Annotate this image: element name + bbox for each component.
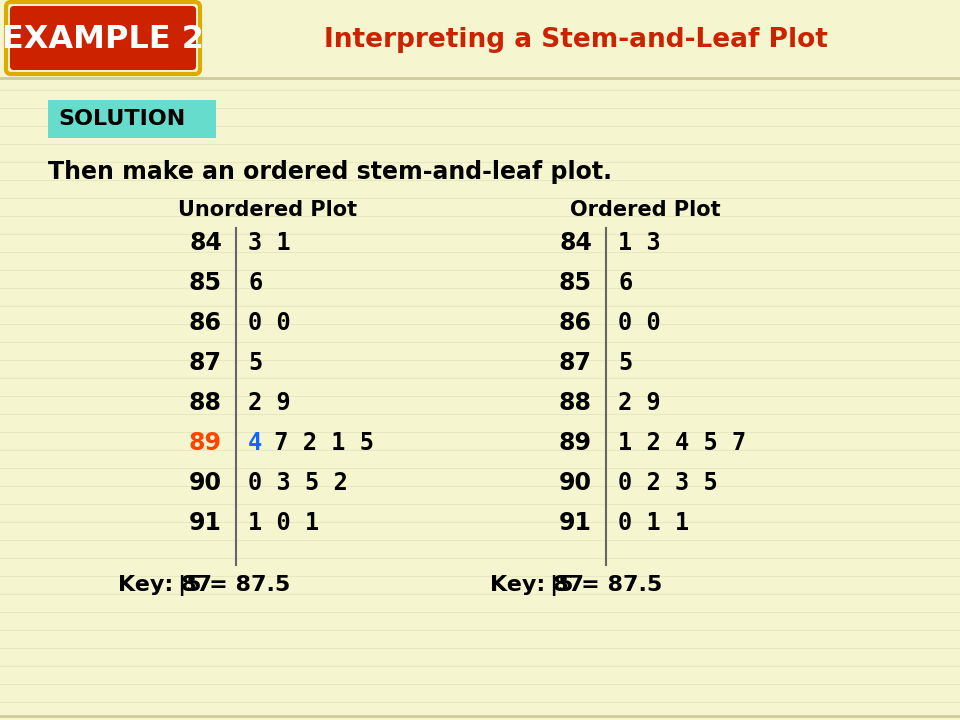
Text: 85: 85 [559,271,592,295]
Text: 5: 5 [248,351,262,375]
Text: 86: 86 [189,311,222,335]
Text: 84: 84 [559,231,592,255]
Text: 0 0: 0 0 [618,311,660,335]
Text: 0 2 3 5: 0 2 3 5 [618,471,718,495]
Text: 5 = 87.5: 5 = 87.5 [559,575,662,595]
Text: 7 2 1 5: 7 2 1 5 [259,431,373,455]
Text: Then make an ordered stem-and-leaf plot.: Then make an ordered stem-and-leaf plot. [48,160,612,184]
Text: 89: 89 [189,431,222,455]
Text: SOLUTION: SOLUTION [58,109,185,129]
Text: 5: 5 [618,351,633,375]
Text: 84: 84 [189,231,222,255]
Text: 6: 6 [618,271,633,295]
Text: 85: 85 [189,271,222,295]
Text: 88: 88 [189,391,222,415]
Text: 0 1 1: 0 1 1 [618,511,689,535]
Bar [48,100,216,138]
Text: Interpreting a Stem-and-Leaf Plot: Interpreting a Stem-and-Leaf Plot [324,27,828,53]
Text: 91: 91 [189,511,222,535]
Text: Key: 87: Key: 87 [490,575,584,595]
Text: 1 2 4 5 7: 1 2 4 5 7 [618,431,746,455]
Text: 0 0: 0 0 [248,311,291,335]
Text: Key: 87: Key: 87 [118,575,212,595]
Text: |: | [549,575,558,595]
Text: 2 9: 2 9 [618,391,660,415]
Text: Ordered Plot: Ordered Plot [569,200,720,220]
Text: 87: 87 [189,351,222,375]
Bar [0,0,960,78]
Text: 87: 87 [559,351,592,375]
Text: 1 3: 1 3 [618,231,660,255]
Text: |: | [178,575,185,595]
Text: 88: 88 [559,391,592,415]
Text: 89: 89 [559,431,592,455]
Text: 2 9: 2 9 [248,391,291,415]
Text: Unordered Plot: Unordered Plot [179,200,357,220]
Text: 90: 90 [559,471,592,495]
Text: 0 3 5 2: 0 3 5 2 [248,471,348,495]
Text: 4: 4 [248,431,262,455]
Text: 86: 86 [559,311,592,335]
Text: 3 1: 3 1 [248,231,291,255]
Text: 6: 6 [248,271,262,295]
Text: EXAMPLE 2: EXAMPLE 2 [2,24,204,55]
Text: 91: 91 [559,511,592,535]
FancyBboxPatch shape [10,6,196,70]
Text: 1 0 1: 1 0 1 [248,511,320,535]
Text: 5 = 87.5: 5 = 87.5 [186,575,291,595]
Text: 90: 90 [189,471,222,495]
